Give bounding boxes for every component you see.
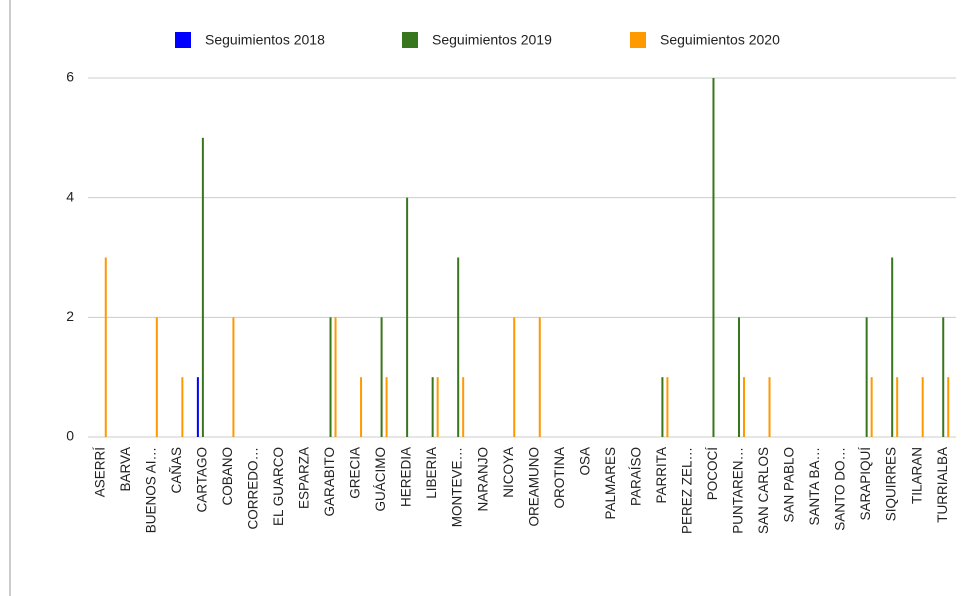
x-tick-label: TILARAN xyxy=(909,447,924,504)
bar xyxy=(181,377,184,437)
bar xyxy=(942,317,945,437)
bar xyxy=(104,257,107,437)
x-tick-label: GRECIA xyxy=(348,447,363,499)
x-tick-label: SAN PABLO xyxy=(782,447,797,523)
x-tick-label: LIBERIA xyxy=(424,447,439,499)
x-tick-label: OSA xyxy=(577,447,592,476)
bar xyxy=(738,317,740,437)
legend-label: Seguimientos 2020 xyxy=(660,32,780,48)
x-tick-label: MONTEVE… xyxy=(450,447,465,527)
bar xyxy=(431,377,434,437)
x-tick-label: SIQUIRRES xyxy=(884,447,899,521)
x-tick-label: TURRIALBA xyxy=(935,447,950,523)
legend-swatch xyxy=(630,32,646,48)
legend-swatch xyxy=(402,32,418,48)
legend-swatch xyxy=(175,32,191,48)
x-tick-label: CAÑAS xyxy=(169,447,184,494)
bar xyxy=(513,317,516,437)
x-tick-label: PARRITA xyxy=(654,447,669,504)
x-tick-label: PEREZ ZEL… xyxy=(680,447,695,534)
x-tick-label: SARAPIQUÍ xyxy=(858,447,873,521)
bar xyxy=(385,377,388,437)
bar xyxy=(865,317,868,437)
x-tick-label: ESPARZA xyxy=(297,447,312,509)
bar xyxy=(462,377,465,437)
bar xyxy=(360,377,363,437)
x-tick-label: EL GUARCO xyxy=(271,447,286,526)
x-tick-label: OREAMUNO xyxy=(526,447,541,527)
x-tick-label: BARVA xyxy=(118,447,133,492)
x-tick-label: PALMARES xyxy=(603,447,618,520)
bar xyxy=(712,78,715,437)
x-tick-label: NICOYA xyxy=(501,447,516,498)
x-tick-label: SANTO DO… xyxy=(833,447,848,531)
bar xyxy=(334,317,337,437)
x-tick-label: BUENOS AI… xyxy=(143,447,158,533)
x-tick-label: CORREDO… xyxy=(246,447,261,530)
bar xyxy=(743,377,745,437)
bar xyxy=(666,377,669,437)
bar xyxy=(406,197,409,437)
x-tick-label: POCOCÍ xyxy=(705,447,720,501)
x-tick-label: GARABITO xyxy=(322,447,337,517)
bar xyxy=(538,317,541,437)
bar xyxy=(870,377,873,437)
x-tick-label: COBANO xyxy=(220,447,235,506)
bar xyxy=(891,257,894,437)
bar xyxy=(329,317,332,437)
x-tick-label: HEREDIA xyxy=(399,447,414,507)
x-tick-label: PUNTAREN… xyxy=(731,447,746,534)
bar xyxy=(436,377,439,437)
bar xyxy=(921,377,924,437)
legend-label: Seguimientos 2018 xyxy=(205,32,325,48)
bar xyxy=(947,377,950,437)
x-tick-label: GUÁCIMO xyxy=(373,447,388,512)
bar xyxy=(661,377,664,437)
bar xyxy=(896,377,899,437)
bar xyxy=(380,317,383,437)
x-tick-label: NARANJO xyxy=(475,447,490,512)
bar xyxy=(201,137,204,438)
bar xyxy=(155,317,158,437)
legend-label: Seguimientos 2019 xyxy=(432,32,552,48)
x-tick-label: OROTINA xyxy=(552,447,567,509)
y-tick-label: 6 xyxy=(66,69,74,85)
x-tick-label: PARAÍSO xyxy=(628,447,643,506)
y-tick-label: 2 xyxy=(66,308,74,324)
bar xyxy=(232,317,235,437)
bar xyxy=(768,377,771,437)
y-tick-label: 4 xyxy=(66,188,74,204)
y-tick-label: 0 xyxy=(66,428,74,444)
bar xyxy=(196,377,199,437)
x-tick-label: CARTAGO xyxy=(194,447,209,513)
x-tick-label: SAN CARLOS xyxy=(756,447,771,534)
bar xyxy=(457,257,460,437)
x-tick-label: ASERRÍ xyxy=(92,447,107,498)
x-tick-label: SANTA BA… xyxy=(807,447,822,526)
